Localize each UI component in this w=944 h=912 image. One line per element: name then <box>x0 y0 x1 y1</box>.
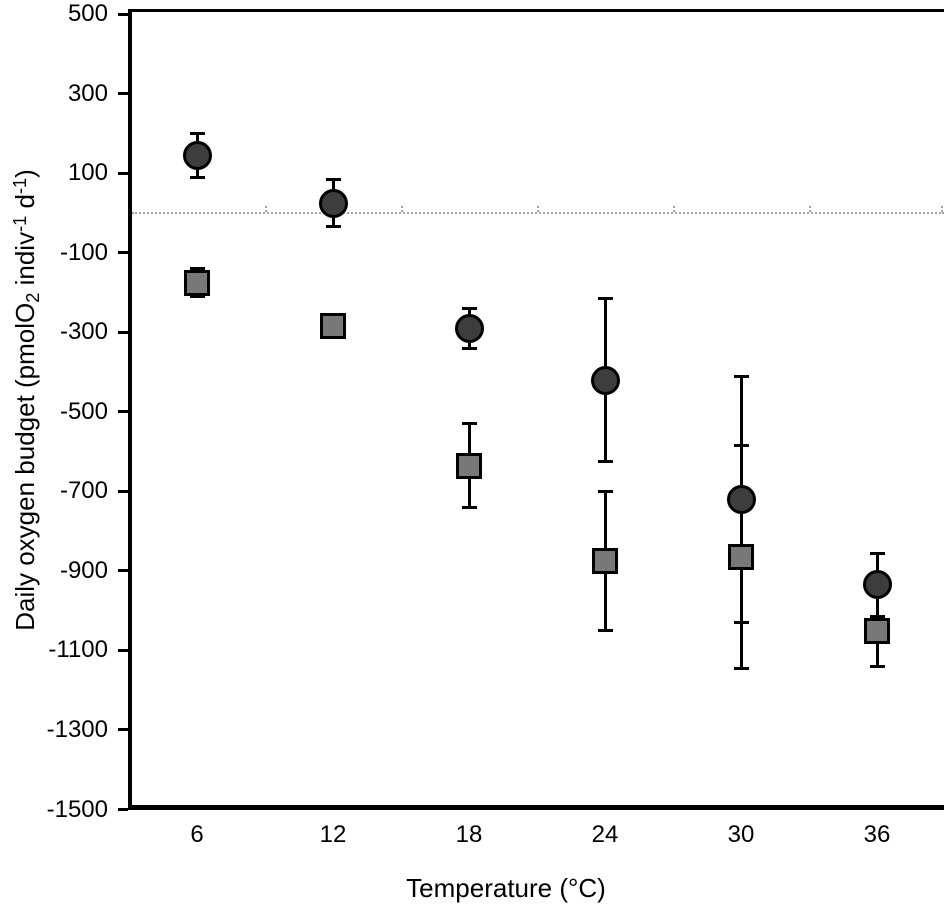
x-axis-tick-label: 18 <box>455 821 483 848</box>
error-bar-cap-top <box>189 267 205 271</box>
y-axis-tick-label: 500 <box>67 0 108 28</box>
data-point-circle <box>726 484 756 514</box>
y-axis-tick-label: -900 <box>59 556 108 584</box>
y-axis-tick-label: 300 <box>67 79 108 107</box>
y-axis-tick <box>118 648 128 652</box>
zero-line-minor-tick <box>401 206 403 212</box>
zero-line-minor-tick <box>673 206 675 212</box>
zero-line-minor-tick <box>537 206 539 212</box>
data-point-square <box>320 313 346 340</box>
y-axis-tick-label: -300 <box>59 318 108 346</box>
y-axis-tick-label: -100 <box>59 238 108 266</box>
zero-line-minor-tick <box>265 206 267 212</box>
y-axis-tick <box>118 171 128 175</box>
data-point-circle <box>862 570 892 600</box>
y-axis-title-text: d <box>10 194 41 216</box>
error-bar-cap-top <box>733 444 749 448</box>
y-axis-tick-label: -1500 <box>46 795 108 823</box>
zero-line-minor-tick <box>941 206 943 212</box>
data-point-circle <box>590 365 620 395</box>
x-axis-tick-label: 30 <box>727 821 755 848</box>
error-bar-cap-top <box>461 306 477 310</box>
error-bar-cap-bottom <box>869 664 885 668</box>
error-bar-cap-top <box>325 177 341 181</box>
x-axis-tick-label: 24 <box>591 821 619 848</box>
y-axis-tick <box>118 808 128 811</box>
error-bar-cap-top <box>189 131 205 135</box>
y-axis-tick <box>118 489 128 493</box>
y-axis-tick <box>118 12 128 16</box>
data-point-square <box>184 269 210 296</box>
data-point-square <box>864 617 890 644</box>
data-point-square <box>728 543 754 570</box>
error-bar-cap-bottom <box>325 225 341 229</box>
y-axis-tick <box>118 728 128 732</box>
y-axis-tick-label: -500 <box>59 397 108 425</box>
y-axis-title-superscript: -1 <box>10 215 31 232</box>
data-point-circle <box>318 188 348 218</box>
zero-reference-line <box>132 212 944 214</box>
y-axis-tick-label: -700 <box>59 477 108 505</box>
x-axis-title: Temperature (°C) <box>406 873 606 903</box>
y-axis-tick-label: -1300 <box>46 715 108 743</box>
x-axis-tick-label: 6 <box>190 821 204 848</box>
error-bar-cap-bottom <box>597 629 613 633</box>
data-point-square <box>592 547 618 574</box>
y-axis-tick-label: -1100 <box>48 636 108 664</box>
x-axis-tick-label: 12 <box>319 821 347 848</box>
error-bar-cap-top <box>869 551 885 555</box>
y-axis-tick <box>118 92 128 96</box>
y-axis-tick <box>118 569 128 573</box>
error-bar-cap-top <box>461 422 477 426</box>
data-point-circle <box>454 313 484 343</box>
y-axis-tick <box>118 410 128 414</box>
error-bar-cap-bottom <box>597 460 613 464</box>
error-bar-cap-bottom <box>461 505 477 509</box>
zero-line-minor-tick <box>809 206 811 212</box>
x-axis-tick-label: 36 <box>863 821 891 848</box>
error-bar-cap-bottom <box>461 346 477 350</box>
error-bar-cap-top <box>597 489 613 493</box>
y-axis-tick <box>118 251 128 255</box>
data-point-circle <box>182 140 212 170</box>
y-axis-tick-label: 100 <box>67 159 108 187</box>
plot-area <box>128 9 944 810</box>
error-bar-cap-bottom <box>189 175 205 179</box>
error-bar-cap-bottom <box>733 666 749 670</box>
y-axis-title-subscript: 2 <box>22 292 43 303</box>
data-point-square <box>456 452 482 479</box>
error-bar-cap-top <box>597 296 613 300</box>
error-bar-cap-top <box>733 374 749 378</box>
error-bar-cap-bottom <box>189 295 205 298</box>
y-axis-tick <box>118 330 128 334</box>
